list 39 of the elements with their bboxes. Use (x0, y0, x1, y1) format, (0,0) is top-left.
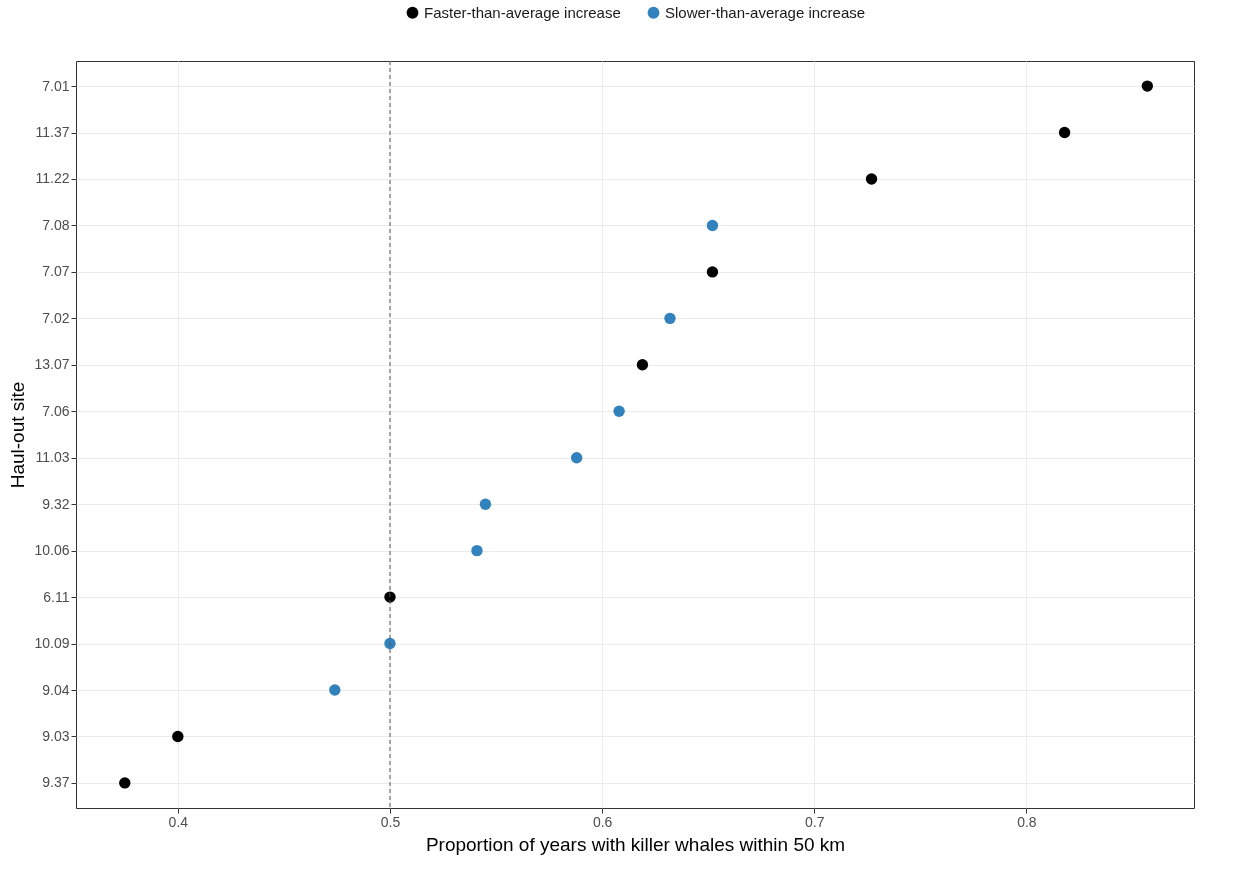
y-tick-label: 7.01 (42, 77, 70, 94)
y-tick-label: 7.06 (42, 402, 70, 419)
y-tick-label: 11.37 (35, 124, 70, 141)
y-tick-label: 13.07 (34, 356, 70, 373)
point (865, 173, 878, 185)
legend-label: Faster-than-average increase (424, 3, 621, 21)
point (706, 266, 719, 278)
y-tick-label: 9.32 (42, 495, 70, 512)
y-axis-title: Haul-out site (7, 381, 29, 489)
point (613, 405, 625, 417)
point (636, 359, 649, 371)
x-tick-label: 0.8 (1017, 813, 1037, 830)
point (471, 544, 483, 557)
legend-label: Slower-than-average increase (665, 3, 866, 21)
y-tick-label: 10.09 (34, 635, 70, 652)
point (479, 498, 492, 510)
point (664, 312, 676, 325)
y-tick-label: 11.22 (35, 170, 70, 187)
y-tick-label: 7.07 (42, 263, 70, 280)
point (706, 219, 719, 232)
y-tick-label: 11.03 (35, 449, 70, 466)
y-tick-label: 9.04 (42, 681, 70, 698)
x-tick-label: 0.5 (380, 813, 401, 830)
y-tick-label: 9.37 (42, 774, 70, 791)
point (1058, 126, 1071, 139)
x-tick-label: 0.7 (805, 813, 825, 830)
y-tick-label: 7.08 (42, 216, 70, 233)
point (329, 684, 341, 696)
x-tick-label: 0.6 (592, 813, 613, 830)
x-tick-label: 0.4 (168, 813, 189, 830)
point (570, 452, 583, 464)
y-tick-label: 7.02 (42, 309, 70, 326)
point (1141, 80, 1154, 92)
point (172, 730, 184, 743)
y-tick-label: 6.11 (43, 588, 70, 605)
x-axis-title: Proportion of years with killer whales within 50 km (425, 833, 846, 855)
y-tick-label: 10.06 (34, 542, 70, 559)
y-tick-label: 9.03 (42, 727, 70, 744)
point (119, 777, 131, 789)
